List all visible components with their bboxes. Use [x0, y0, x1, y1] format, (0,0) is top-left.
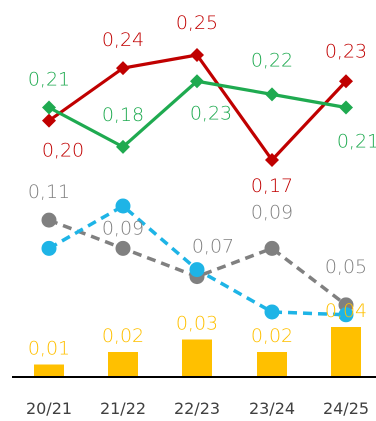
series-0-marker-24/25 — [339, 74, 353, 89]
data-label-0-22/23: 0,25 — [176, 12, 218, 34]
data-label-0-21/22: 0,24 — [102, 29, 144, 51]
data-label-4-24/25: 0,04 — [325, 300, 367, 322]
x-tick-22/23: 22/23 — [174, 399, 220, 418]
x-tick-24/25: 24/25 — [323, 399, 369, 418]
data-label-1-23/24: 0,22 — [251, 49, 293, 71]
series-3-marker-21/22 — [115, 198, 131, 214]
series-3-marker-24/25 — [338, 307, 354, 323]
data-label-4-22/23: 0,03 — [176, 313, 218, 335]
data-label-4-21/22: 0,02 — [102, 325, 144, 347]
data-label-0-20/21: 0,20 — [42, 140, 84, 162]
series-1-marker-24/25 — [339, 100, 353, 115]
data-label-1-24/25: 0,21 — [337, 131, 376, 153]
series-3-marker-20/21 — [41, 240, 57, 256]
x-tick-labels: 20/21 21/22 22/23 23/24 24/25 — [26, 399, 369, 418]
series-3-marker-22/23 — [189, 262, 205, 278]
series-3-marker-23/24 — [264, 304, 280, 320]
series-1-marker-20/21 — [42, 100, 56, 115]
x-tick-21/22: 21/22 — [100, 399, 146, 418]
bars-layer — [34, 327, 361, 377]
data-label-2-23/24: 0,09 — [251, 201, 293, 223]
series-0-marker-20/21 — [42, 113, 56, 128]
x-tick-23/24: 23/24 — [249, 399, 295, 418]
markers-layer — [41, 48, 354, 323]
bar-20/21 — [34, 364, 64, 377]
data-label-1-22/23: 0,23 — [190, 102, 232, 124]
data-label-1-21/22: 0,18 — [102, 104, 144, 126]
bar-21/22 — [108, 352, 138, 377]
bar-22/23 — [182, 339, 212, 377]
data-label-2-24/25: 0,05 — [325, 256, 367, 278]
x-tick-20/21: 20/21 — [26, 399, 72, 418]
series-1-marker-21/22 — [116, 139, 130, 154]
bar-23/24 — [257, 352, 287, 377]
data-label-0-23/24: 0,17 — [251, 175, 293, 197]
series-0-marker-22/23 — [190, 48, 204, 62]
series-0-marker-23/24 — [265, 153, 279, 167]
data-label-2-21/22: 0,09 — [102, 217, 144, 239]
series-line-3 — [48, 204, 347, 317]
data-label-1-20/21: 0,21 — [28, 69, 70, 91]
data-label-2-20/21: 0,11 — [28, 181, 70, 203]
data-label-2-22/23: 0,07 — [192, 236, 234, 258]
data-label-0-24/25: 0,23 — [325, 40, 367, 62]
series-2-marker-23/24 — [264, 240, 280, 256]
series-0-marker-21/22 — [116, 61, 130, 76]
data-labels: 0,20 0,24 0,25 0,17 0,23 0,21 0,18 0,23 0,22 0,21… — [28, 12, 376, 360]
data-label-4-23/24: 0,02 — [251, 325, 293, 347]
data-label-4-20/21: 0,01 — [28, 338, 70, 360]
series-2-marker-21/22 — [115, 240, 131, 256]
series-1-marker-23/24 — [265, 87, 279, 102]
series-2-marker-20/21 — [41, 212, 57, 228]
series-1-marker-22/23 — [190, 74, 204, 89]
bar-24/25 — [331, 327, 361, 377]
